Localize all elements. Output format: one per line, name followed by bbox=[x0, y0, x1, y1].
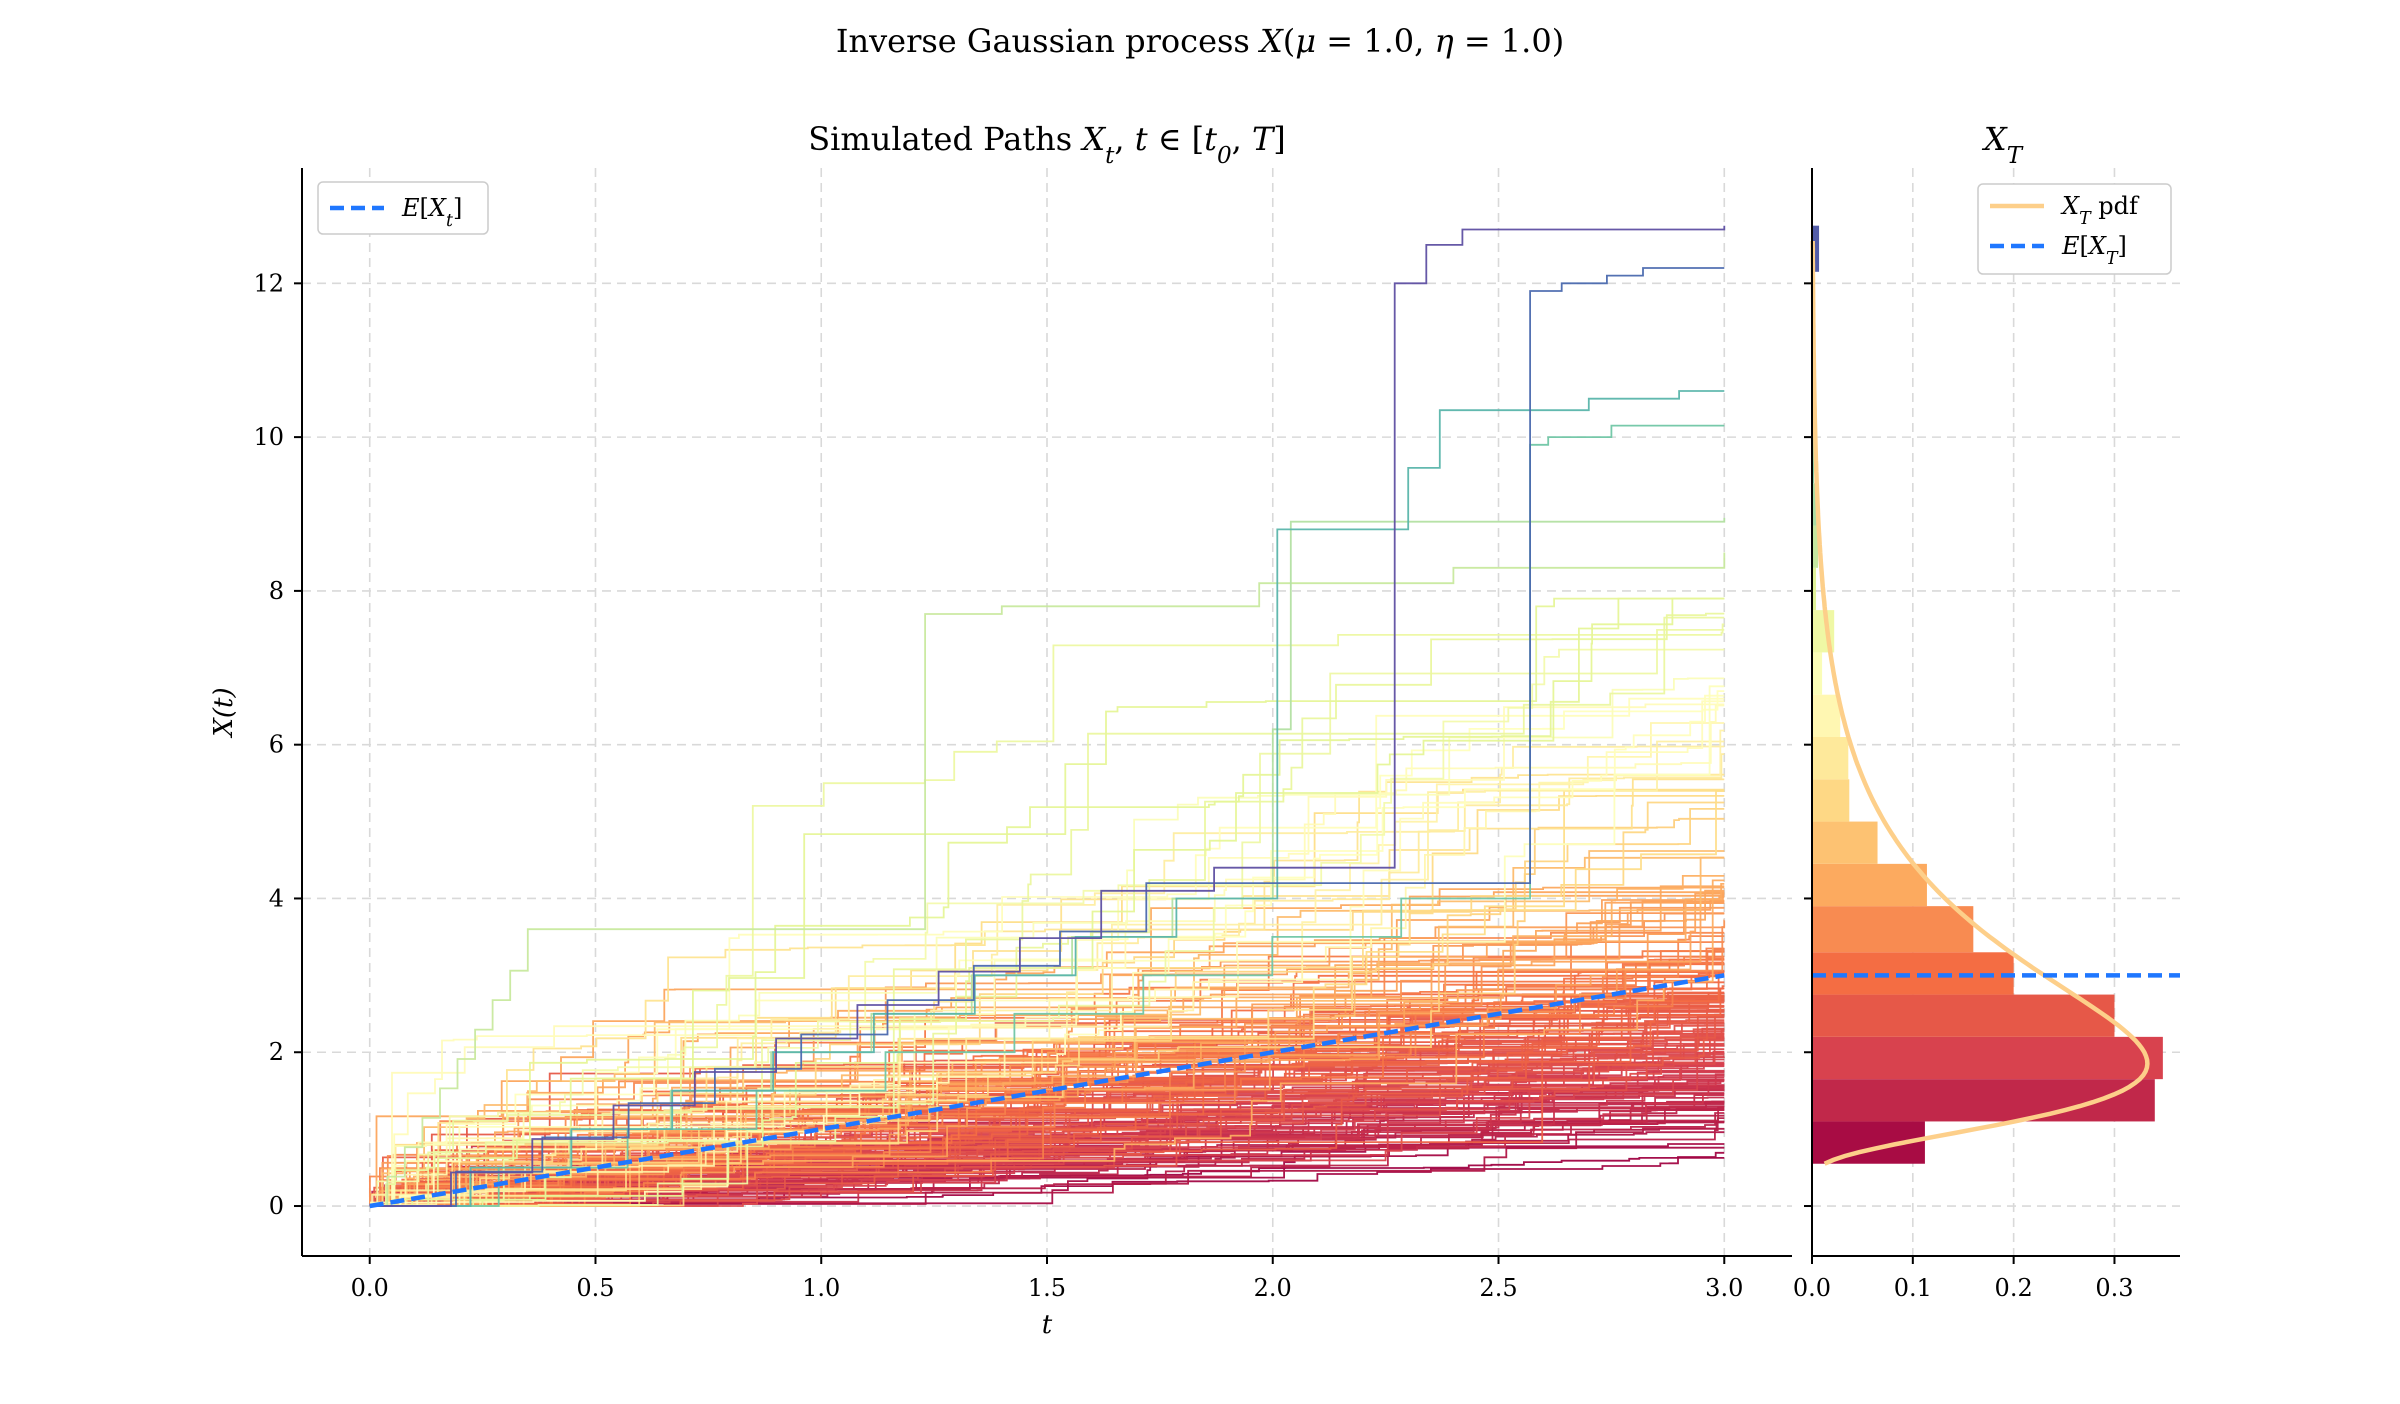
path-line bbox=[369, 773, 1725, 1207]
x-tick-label: 0.1 bbox=[1894, 1274, 1932, 1302]
path-line bbox=[369, 697, 1725, 1207]
x-tick-label: 0.2 bbox=[1995, 1274, 2033, 1302]
y-tick-label: 10 bbox=[253, 423, 284, 451]
histogram-bar bbox=[1812, 225, 1820, 272]
path-line bbox=[369, 722, 1725, 1207]
y-tick-label: 6 bbox=[269, 731, 284, 759]
path-line bbox=[369, 885, 1725, 1207]
y-tick-label: 4 bbox=[269, 884, 284, 912]
histogram-axis-lines: 0.0 0.1 0.2 0.3 bbox=[1793, 168, 2180, 1302]
x-tick-label: 2.5 bbox=[1479, 1274, 1517, 1302]
path-line bbox=[369, 612, 1725, 1207]
y-axis-label: X(t) bbox=[209, 687, 239, 738]
x-tick-label: 0.0 bbox=[351, 1274, 389, 1302]
y-tick-label: 0 bbox=[269, 1192, 284, 1220]
path-line bbox=[369, 892, 1725, 1207]
histogram-bar bbox=[1812, 906, 1974, 953]
path-line bbox=[369, 991, 1725, 1207]
path-line bbox=[369, 700, 1725, 1207]
histogram-bar bbox=[1812, 440, 1815, 484]
histogram-bar bbox=[1812, 483, 1818, 526]
histogram-bar bbox=[1812, 994, 2115, 1037]
x-tick-label: 0.5 bbox=[576, 1274, 614, 1302]
legend-label-expectation: E[Xt] bbox=[401, 194, 462, 231]
path-line bbox=[369, 879, 1725, 1207]
path-line bbox=[369, 390, 1725, 1207]
histogram-bar bbox=[1812, 821, 1878, 864]
y-tick-label: 8 bbox=[269, 577, 284, 605]
path-line bbox=[369, 597, 1725, 1207]
path-line bbox=[369, 648, 1725, 1207]
path-line bbox=[369, 552, 1726, 1207]
x-tick-label: 1.5 bbox=[1028, 1274, 1066, 1302]
path-line bbox=[369, 972, 1725, 1207]
histogram-bar bbox=[1812, 694, 1841, 737]
legend-label-mean: E[XT] bbox=[2061, 232, 2127, 269]
path-line bbox=[369, 597, 1725, 1207]
paths-axis-lines: 0.0 0.5 1.0 1.5 2.0 2.5 3.0 0 2 4 6 8 10 12 bbox=[253, 168, 1792, 1302]
path-line bbox=[369, 703, 1725, 1207]
paths-axes: 0.0 0.5 1.0 1.5 2.0 2.5 3.0 0 2 4 6 8 10 12 Simulated… bbox=[209, 120, 1792, 1340]
path-line bbox=[369, 267, 1725, 1207]
x-tick-label: 2.0 bbox=[1254, 1274, 1292, 1302]
histogram-bar bbox=[1812, 525, 1819, 568]
expectation-series bbox=[369, 973, 1725, 1209]
histogram-bar bbox=[1812, 779, 1850, 822]
path-line bbox=[369, 896, 1725, 1207]
histogram-title: XT bbox=[1981, 120, 2024, 169]
histogram-bar bbox=[1812, 652, 1823, 695]
path-line bbox=[369, 790, 1725, 1207]
pdf-series bbox=[1810, 241, 2150, 1166]
histogram-bar bbox=[1812, 1036, 2163, 1080]
figure-suptitle: Inverse Gaussian process X(μ = 1.0, η = … bbox=[836, 22, 1564, 60]
paths-grid bbox=[302, 168, 1792, 1256]
path-line bbox=[369, 623, 1725, 1207]
simulated-paths bbox=[369, 225, 1726, 1207]
path-line bbox=[369, 1014, 1725, 1207]
legend-label-pdf: XT pdf bbox=[2060, 192, 2140, 229]
histogram-bar bbox=[1812, 863, 1927, 907]
paths-legend: E[Xt] bbox=[317, 181, 489, 235]
histogram-bars bbox=[1812, 225, 2163, 1164]
path-line bbox=[369, 616, 1725, 1207]
path-line bbox=[369, 1028, 1725, 1207]
paths-title: Simulated Paths Xt, t ∈ [t0, T] bbox=[808, 120, 1286, 169]
path-line bbox=[369, 1143, 1725, 1207]
expectation-line bbox=[369, 973, 1725, 1209]
y-tick-label: 12 bbox=[253, 269, 284, 297]
x-tick-label: 0.0 bbox=[1793, 1274, 1831, 1302]
path-line bbox=[369, 808, 1725, 1207]
x-axis-label: t bbox=[1042, 1310, 1053, 1340]
x-tick-label: 0.3 bbox=[2095, 1274, 2133, 1302]
x-tick-label: 1.0 bbox=[802, 1274, 840, 1302]
histogram-bar bbox=[1812, 567, 1817, 611]
y-tick-label: 2 bbox=[269, 1038, 284, 1066]
path-line bbox=[369, 424, 1725, 1207]
x-tick-label: 3.0 bbox=[1705, 1274, 1743, 1302]
path-line bbox=[369, 685, 1725, 1207]
pdf-line bbox=[1810, 241, 2150, 1166]
histogram-bar bbox=[1812, 736, 1849, 780]
path-line bbox=[369, 225, 1726, 1207]
legend-box bbox=[317, 181, 489, 235]
